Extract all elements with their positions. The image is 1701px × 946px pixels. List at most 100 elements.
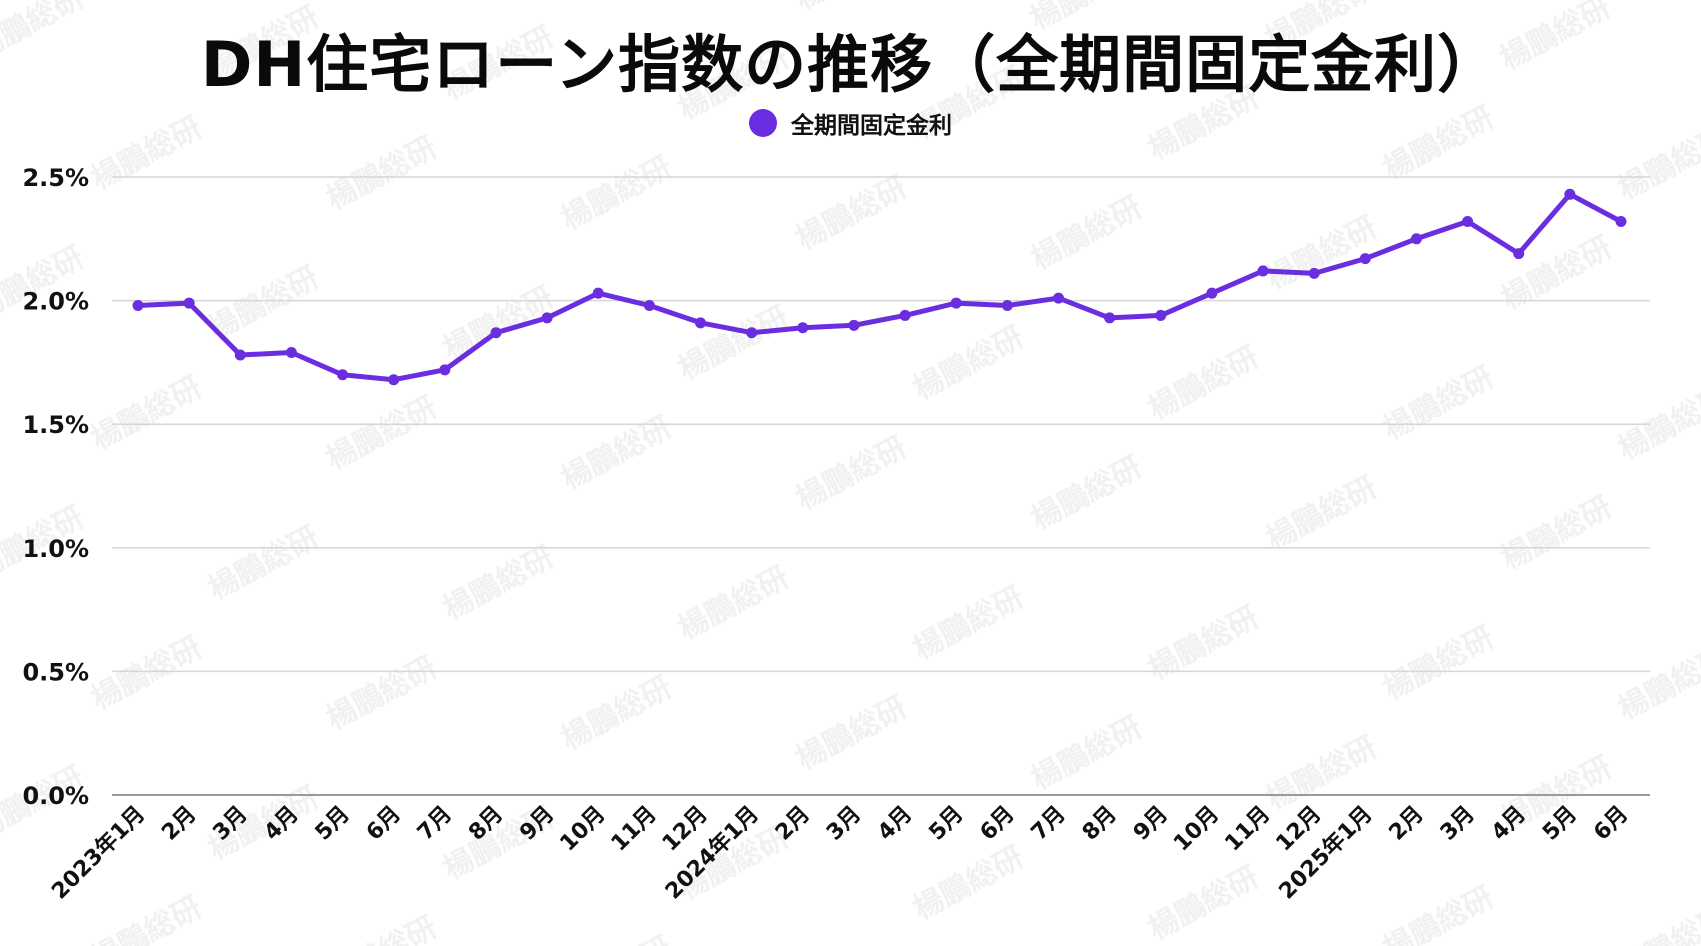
watermark-text: 楊鵬総研 bbox=[555, 670, 677, 757]
watermark-text: 楊鵬総研 bbox=[1142, 860, 1264, 946]
watermark-text: 楊鵬総研 bbox=[1494, 0, 1616, 77]
watermark-text: 楊鵬総研 bbox=[202, 520, 324, 607]
x-tick-label: 9月 bbox=[1129, 802, 1173, 846]
data-point bbox=[439, 364, 451, 376]
x-tick-label: 2023年1月 bbox=[47, 801, 151, 905]
data-point bbox=[388, 374, 400, 386]
x-tick-label: 7月 bbox=[413, 802, 457, 846]
watermark-text: 楊鵬総研 bbox=[437, 20, 559, 107]
x-tick-label: 11月 bbox=[1220, 802, 1275, 857]
data-point bbox=[1615, 215, 1627, 227]
data-point bbox=[285, 347, 297, 359]
watermark-text: 楊鵬総研 bbox=[555, 410, 677, 497]
data-point bbox=[1359, 253, 1371, 265]
data-point bbox=[950, 297, 962, 309]
watermark-text: 楊鵬総研 bbox=[1025, 190, 1147, 277]
watermark-text: 楊鵬総研 bbox=[1377, 880, 1499, 946]
data-point bbox=[899, 309, 911, 321]
gridlines bbox=[112, 176, 1650, 796]
watermark-text: 楊鵬総研 bbox=[555, 150, 677, 237]
series-line bbox=[135, 191, 1624, 383]
data-point bbox=[1155, 309, 1167, 321]
watermark-text: 楊鵬総研 bbox=[1259, 0, 1381, 57]
data-point bbox=[1564, 188, 1576, 200]
watermark-text: 楊鵬総研 bbox=[85, 110, 207, 197]
watermark-text: 楊鵬総研 bbox=[790, 690, 912, 777]
data-point bbox=[1104, 312, 1116, 324]
watermark-text: 楊鵬総研 bbox=[907, 320, 1029, 407]
x-tick-label: 3月 bbox=[822, 802, 866, 846]
watermark-text: 楊鵬総研 bbox=[1612, 900, 1701, 946]
data-point bbox=[695, 317, 707, 329]
watermark-text: 楊鵬総研 bbox=[1495, 230, 1617, 317]
data-point bbox=[490, 327, 502, 339]
data-point bbox=[797, 322, 809, 334]
watermark-text: 楊鵬総研 bbox=[85, 890, 207, 946]
data-point bbox=[337, 369, 349, 381]
watermark-text: 楊鵬総研 bbox=[1142, 340, 1264, 427]
watermark-text: 楊鵬総研 bbox=[1142, 80, 1264, 167]
x-tick-label: 8月 bbox=[1078, 802, 1122, 846]
watermark-text: 楊鵬総研 bbox=[907, 60, 1029, 147]
watermark-text: 楊鵬総研 bbox=[1260, 470, 1382, 557]
watermark-text: 楊鵬総研 bbox=[320, 130, 442, 217]
watermark-text: 楊鵬総研 bbox=[1612, 120, 1701, 207]
y-tick-label: 1.5% bbox=[22, 411, 89, 439]
watermark-text: 楊鵬総研 bbox=[672, 300, 794, 387]
data-point bbox=[1257, 265, 1269, 277]
x-tick-label: 5月 bbox=[924, 802, 968, 846]
watermark-text: 楊鵬総研 bbox=[1377, 100, 1499, 187]
watermark-text: 楊鵬総研 bbox=[1142, 600, 1264, 687]
x-tick-label: 4月 bbox=[873, 802, 917, 846]
x-tick-label: 6月 bbox=[976, 802, 1020, 846]
watermark-text: 楊鵬総研 bbox=[85, 370, 207, 457]
legend: 全期間固定金利 bbox=[0, 106, 1701, 140]
watermark-text: 楊鵬総研 bbox=[1260, 730, 1382, 817]
watermark-text: 楊鵬総研 bbox=[790, 170, 912, 257]
y-axis-ticks: 0.0% 0.5% 1.0% 1.5% 2.0% 2.5% bbox=[22, 164, 89, 810]
watermark-text: 楊鵬総研 bbox=[1377, 360, 1499, 447]
watermark-text: 楊鵬総研 bbox=[320, 910, 442, 946]
x-tick-label: 7月 bbox=[1027, 802, 1071, 846]
watermark-text: 楊鵬総研 bbox=[1377, 620, 1499, 707]
watermark-text: 楊鵬総研 bbox=[437, 540, 559, 627]
watermark-text: 楊鵬総研 bbox=[1612, 380, 1701, 467]
y-tick-label: 1.0% bbox=[22, 535, 89, 563]
legend-marker-icon bbox=[749, 109, 777, 137]
data-point bbox=[132, 300, 144, 312]
x-tick-label: 6月 bbox=[362, 802, 406, 846]
watermark-text: 楊鵬総研 bbox=[1025, 450, 1147, 537]
x-tick-label: 10月 bbox=[556, 802, 611, 857]
y-tick-label: 2.5% bbox=[22, 164, 89, 192]
data-point bbox=[1513, 248, 1525, 260]
data-point bbox=[1308, 267, 1320, 279]
chart-title: DH住宅ローン指数の推移（全期間固定金利） bbox=[200, 28, 1501, 101]
x-tick-label: 10月 bbox=[1169, 802, 1224, 857]
legend-label: 全期間固定金利 bbox=[791, 113, 952, 139]
data-point bbox=[1206, 287, 1218, 299]
watermark-text: 楊鵬総研 bbox=[320, 390, 442, 477]
watermark-text: 楊鵬総研 bbox=[1024, 0, 1146, 37]
data-point bbox=[1410, 233, 1422, 245]
y-tick-label: 0.0% bbox=[22, 782, 89, 810]
watermark-text: 楊鵬総研 bbox=[789, 0, 911, 17]
data-points bbox=[132, 188, 1627, 386]
data-point bbox=[183, 297, 195, 309]
data-point bbox=[541, 312, 553, 324]
data-point bbox=[592, 287, 604, 299]
data-point bbox=[848, 319, 860, 331]
data-point bbox=[643, 300, 655, 312]
watermark-text: 楊鵬総研 bbox=[320, 650, 442, 737]
data-point bbox=[234, 349, 246, 361]
x-tick-label: 3月 bbox=[1436, 802, 1480, 846]
data-point bbox=[1001, 300, 1013, 312]
watermark-text: 楊鵬総研 bbox=[437, 280, 559, 367]
watermark-text: 楊鵬総研 bbox=[85, 630, 207, 717]
x-tick-label: 2月 bbox=[157, 802, 201, 846]
watermark-text: 楊鵬総研 bbox=[907, 580, 1029, 667]
watermark-text: 楊鵬総研 bbox=[907, 840, 1029, 927]
watermark-text: 楊鵬総研 bbox=[790, 430, 912, 517]
watermark-text: 楊鵬総研 bbox=[672, 560, 794, 647]
